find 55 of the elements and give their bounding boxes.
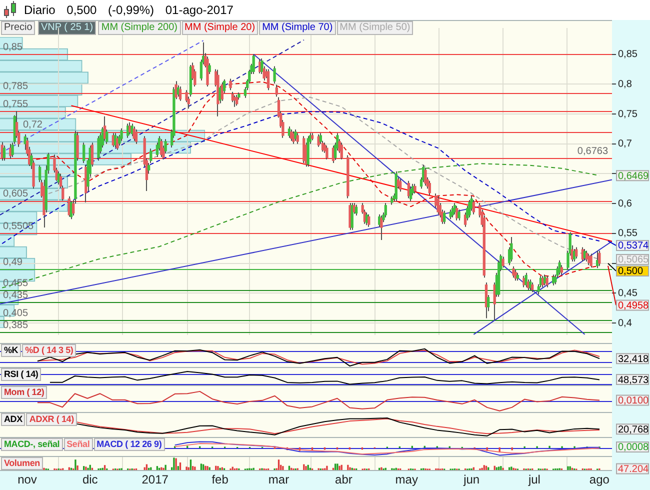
x-tick-label: abr (335, 472, 352, 487)
text: 0,0008 (618, 442, 650, 454)
text: MM (Simple 20) (182, 21, 258, 35)
ref-line-label: 0,605 (3, 188, 28, 200)
text: MACD-, señal (1, 438, 63, 451)
series-label: MACD ( 12 26 9) (94, 438, 165, 451)
series-label: VNP ( 25 1) (38, 21, 96, 35)
series-label: %D ( 14 3 5) (22, 344, 76, 357)
annotation: 0,6469 (618, 170, 650, 182)
y-tick-label: 0,6 (618, 198, 632, 210)
chart-title: Diario 0,500 (-0,99%) 01-ago-2017 (24, 3, 234, 17)
y-tick-label: 0,4 (618, 318, 632, 329)
y-tick-label: 0,75 (618, 108, 638, 120)
y-tick-label: 0,8 (618, 78, 632, 90)
x-tick-label: feb (212, 472, 229, 487)
y-tick-label: 0,55 (618, 228, 638, 240)
text: 32,418 (618, 354, 650, 365)
x-tick-label: dic (82, 472, 98, 487)
y-tick-label: 0,85 (618, 49, 638, 60)
text: MM (Simple 50) (336, 21, 414, 35)
x-tick-label: nov (18, 472, 37, 487)
ref-line-label: 0,785 (3, 80, 28, 92)
ref-line-label: 0,435 (3, 290, 28, 301)
text: Señal (64, 438, 93, 451)
x-tick-label: mar (268, 472, 290, 487)
annotation: 0,5374 (618, 240, 650, 252)
y-tick-label: 0,7 (618, 138, 632, 150)
x-tick-label: 2017 (142, 472, 169, 487)
ref-line-label: 0,5505 (3, 220, 34, 232)
series-label: ADXR ( 14) (26, 413, 77, 426)
series-label: Mom ( 12) (1, 386, 48, 399)
annotation: 0,500 (618, 266, 644, 278)
series-label: RSI ( 14) (1, 368, 42, 381)
text: 48,573 (618, 374, 650, 386)
ref-line-label: 0,49 (3, 257, 23, 268)
text: ADX (1, 413, 26, 426)
x-tick-label: jun (462, 472, 480, 487)
y-tick-label: 0,45 (618, 288, 638, 299)
x-tick-label: may (395, 472, 418, 487)
ref-line-label: 0,755 (3, 98, 28, 110)
text: %K (1, 344, 22, 357)
annotation: 0,5065 (618, 254, 650, 266)
text: MM (Simple 200) (98, 21, 180, 35)
ref-line-label: 0,6763 (577, 146, 608, 157)
text: 0,0100 (618, 395, 650, 406)
text: MM (Simple 70) (259, 21, 336, 35)
x-tick-label: jul (527, 472, 540, 487)
legend-label: Precio (1, 21, 36, 35)
x-tick-label: ago (589, 472, 610, 487)
annotation: 0,4958 (618, 300, 650, 312)
annotation: 47.204 (618, 464, 650, 476)
text: 20,768 (618, 424, 650, 436)
ref-line-label: 0,72 (23, 120, 43, 131)
series-label: Volumen (1, 457, 43, 470)
ref-line-label: 0,85 (3, 42, 23, 54)
